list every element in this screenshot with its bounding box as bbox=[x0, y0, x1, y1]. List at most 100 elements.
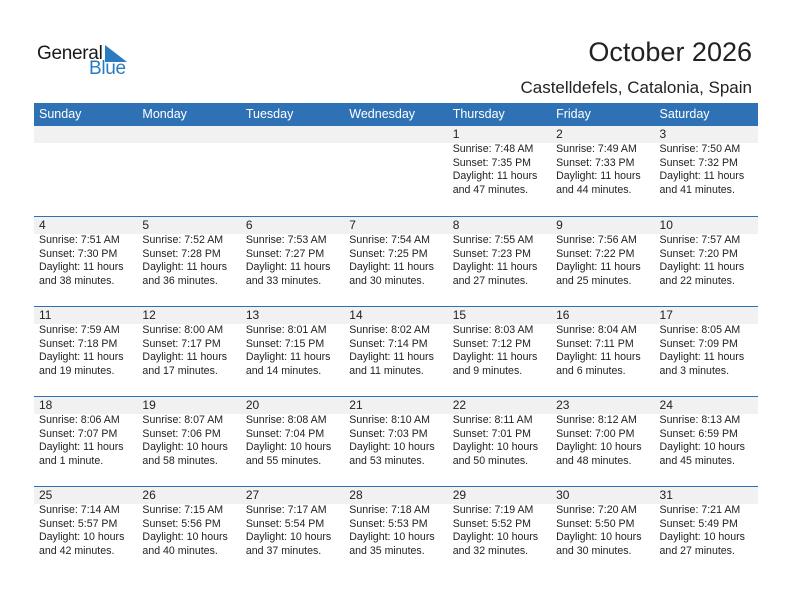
sunrise-text: Sunrise: 8:12 AM bbox=[556, 414, 637, 426]
daylight-minutes-text: and 50 minutes. bbox=[452, 454, 529, 467]
sunrise-text: Sunrise: 7:18 AM bbox=[349, 504, 430, 516]
daylight-text: Daylight: 11 hours bbox=[452, 170, 538, 182]
day-number: 15 bbox=[452, 308, 467, 322]
daylight-minutes-text: and 9 minutes. bbox=[452, 364, 523, 377]
daylight-text: Daylight: 11 hours bbox=[39, 441, 124, 453]
sunset-text: Sunset: 7:25 PM bbox=[349, 247, 428, 260]
sunrise-text: Sunrise: 8:05 AM bbox=[659, 324, 741, 336]
sunset-text: Sunset: 5:50 PM bbox=[556, 517, 635, 530]
daylight-minutes-text: and 41 minutes. bbox=[659, 183, 735, 196]
day-number: 14 bbox=[349, 308, 363, 322]
day-cell: 2 Sunrise: 7:49 AM Sunset: 7:33 PM Daylight… bbox=[551, 126, 654, 216]
day-cell: 17 Sunrise: 8:05 AM Sunset: 7:09 PM Dayligh… bbox=[655, 307, 758, 396]
sunrise-text: Sunrise: 7:52 AM bbox=[142, 234, 224, 246]
day-cell: 13 Sunrise: 8:01 AM Sunset: 7:15 PM Dayligh… bbox=[241, 307, 344, 396]
sunrise-text: Sunrise: 8:04 AM bbox=[556, 324, 637, 336]
sunrise-text: Sunrise: 7:51 AM bbox=[39, 234, 120, 246]
day-number: 8 bbox=[452, 218, 460, 232]
daylight-minutes-text: and 6 minutes. bbox=[556, 364, 626, 377]
daylight-text: Daylight: 11 hours bbox=[556, 170, 641, 182]
sunset-text: Sunset: 7:30 PM bbox=[39, 247, 118, 260]
day-number: 10 bbox=[659, 218, 673, 232]
sunrise-text: Sunrise: 7:59 AM bbox=[39, 324, 120, 336]
daylight-text: Daylight: 10 hours bbox=[245, 531, 332, 543]
daylight-minutes-text: and 37 minutes. bbox=[245, 544, 322, 557]
daylight-text: Daylight: 11 hours bbox=[39, 351, 124, 363]
sunrise-text: Sunrise: 7:14 AM bbox=[39, 504, 120, 516]
daylight-minutes-text: and 58 minutes. bbox=[142, 454, 218, 467]
day-number: 31 bbox=[659, 488, 673, 502]
day-number: 12 bbox=[142, 308, 156, 322]
empty-cell bbox=[344, 126, 447, 216]
day-cell: 7 Sunrise: 7:54 AM Sunset: 7:25 PM Daylight… bbox=[344, 217, 447, 306]
daylight-text: Daylight: 10 hours bbox=[556, 531, 642, 543]
sunrise-text: Sunrise: 7:53 AM bbox=[245, 234, 327, 246]
weekday-tuesday: Tuesday bbox=[245, 107, 294, 121]
daylight-text: Daylight: 11 hours bbox=[452, 351, 538, 363]
sunrise-text: Sunrise: 8:02 AM bbox=[349, 324, 430, 336]
weekday-friday: Friday bbox=[556, 107, 591, 121]
sunset-text: Sunset: 7:33 PM bbox=[556, 156, 635, 169]
sunset-text: Sunset: 5:57 PM bbox=[39, 517, 118, 530]
empty-cell bbox=[34, 126, 137, 216]
daylight-minutes-text: and 45 minutes. bbox=[659, 454, 735, 467]
sunset-text: Sunset: 7:17 PM bbox=[142, 337, 221, 350]
daylight-minutes-text: and 40 minutes. bbox=[142, 544, 218, 557]
day-cell: 9 Sunrise: 7:56 AM Sunset: 7:22 PM Daylight… bbox=[551, 217, 654, 306]
weekday-thursday: Thursday bbox=[452, 107, 505, 121]
daylight-text: Daylight: 10 hours bbox=[142, 531, 228, 543]
daylight-text: Daylight: 11 hours bbox=[659, 351, 745, 363]
page-title: October 2026 bbox=[588, 37, 752, 67]
day-cell: 15 Sunrise: 8:03 AM Sunset: 7:12 PM Dayligh… bbox=[448, 307, 551, 396]
day-number: 23 bbox=[556, 398, 570, 412]
day-number: 6 bbox=[245, 218, 253, 232]
sunrise-text: Sunrise: 8:10 AM bbox=[349, 414, 430, 426]
daylight-minutes-text: and 11 minutes. bbox=[349, 364, 424, 377]
sunset-text: Sunset: 5:52 PM bbox=[452, 517, 532, 530]
day-number: 18 bbox=[39, 398, 53, 412]
day-number: 7 bbox=[349, 218, 356, 232]
sunset-text: Sunset: 7:14 PM bbox=[349, 337, 428, 350]
daylight-minutes-text: and 30 minutes. bbox=[349, 274, 425, 287]
sunset-text: Sunset: 7:11 PM bbox=[556, 337, 634, 350]
sunset-text: Sunset: 7:01 PM bbox=[452, 427, 532, 440]
location-subtitle: Castelldefels, Catalonia, Spain bbox=[520, 78, 752, 97]
daylight-text: Daylight: 11 hours bbox=[142, 351, 228, 363]
daylight-minutes-text: and 36 minutes. bbox=[142, 274, 218, 287]
day-number: 27 bbox=[245, 488, 260, 502]
weekday-monday: Monday bbox=[142, 107, 187, 121]
daylight-text: Daylight: 10 hours bbox=[659, 531, 745, 543]
day-number: 3 bbox=[659, 127, 667, 141]
daylight-minutes-text: and 55 minutes. bbox=[245, 454, 322, 467]
daylight-minutes-text: and 22 minutes. bbox=[659, 274, 735, 287]
weekday-saturday: Saturday bbox=[659, 107, 710, 121]
daylight-text: Daylight: 11 hours bbox=[659, 170, 745, 182]
daylight-minutes-text: and 27 minutes. bbox=[452, 274, 529, 287]
sunset-text: Sunset: 7:23 PM bbox=[452, 247, 532, 260]
sunrise-text: Sunrise: 8:06 AM bbox=[39, 414, 120, 426]
day-cell: 18 Sunrise: 8:06 AM Sunset: 7:07 PM Dayligh… bbox=[34, 397, 137, 486]
daylight-minutes-text: and 48 minutes. bbox=[556, 454, 632, 467]
sunset-text: Sunset: 7:12 PM bbox=[452, 337, 532, 350]
daylight-text: Daylight: 11 hours bbox=[245, 261, 331, 273]
day-number: 30 bbox=[556, 488, 570, 502]
sunset-text: Sunset: 7:00 PM bbox=[556, 427, 635, 440]
day-number: 2 bbox=[556, 127, 563, 141]
day-cell: 25 Sunrise: 7:14 AM Sunset: 5:57 PM Dayligh… bbox=[34, 487, 137, 576]
sunrise-text: Sunrise: 7:17 AM bbox=[245, 504, 327, 516]
daylight-text: Daylight: 11 hours bbox=[245, 351, 331, 363]
sunrise-text: Sunrise: 7:55 AM bbox=[452, 234, 534, 246]
sunset-text: Sunset: 6:59 PM bbox=[659, 427, 738, 440]
day-cell: 23 Sunrise: 8:12 AM Sunset: 7:00 PM Dayligh… bbox=[551, 397, 654, 486]
sunset-text: Sunset: 7:27 PM bbox=[245, 247, 325, 260]
daylight-text: Daylight: 10 hours bbox=[349, 441, 435, 453]
day-cell: 29 Sunrise: 7:19 AM Sunset: 5:52 PM Dayligh… bbox=[448, 487, 551, 576]
daylight-minutes-text: and 17 minutes. bbox=[142, 364, 218, 377]
day-cell: 16 Sunrise: 8:04 AM Sunset: 7:11 PM Dayligh… bbox=[551, 307, 654, 396]
day-cell: 31 Sunrise: 7:21 AM Sunset: 5:49 PM Dayligh… bbox=[655, 487, 758, 576]
sunrise-text: Sunrise: 7:21 AM bbox=[659, 504, 741, 516]
daylight-text: Daylight: 10 hours bbox=[659, 441, 745, 453]
week-row: 1 Sunrise: 7:48 AM Sunset: 7:35 PM Daylight… bbox=[34, 126, 758, 216]
daylight-text: Daylight: 11 hours bbox=[349, 261, 434, 273]
day-number: 4 bbox=[39, 218, 46, 232]
